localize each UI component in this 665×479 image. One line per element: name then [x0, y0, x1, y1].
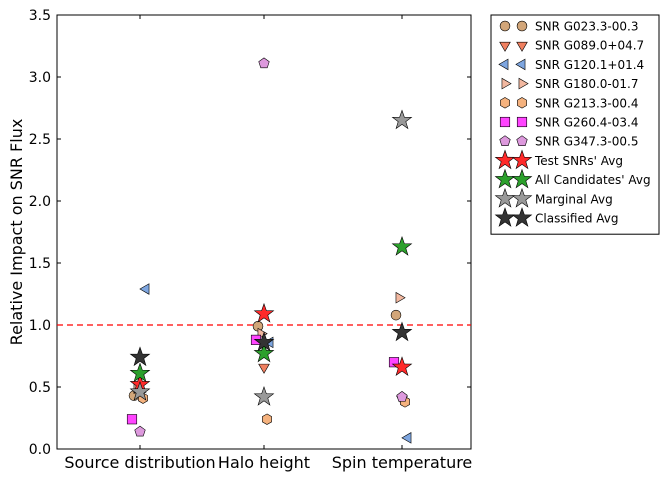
plot-frame: [56, 14, 472, 450]
x-category-label: Spin temperature: [332, 453, 473, 472]
data-point: [129, 346, 151, 367]
legend-marker: [498, 58, 509, 71]
legend-marker: [516, 135, 528, 146]
data-point: [253, 386, 275, 406]
legend-marker: [518, 77, 529, 90]
legend-marker: [500, 97, 510, 109]
y-tick-label: 2.5: [29, 132, 51, 148]
legend-marker: [499, 135, 511, 146]
data-point: [134, 425, 146, 437]
x-category-label: Halo height: [218, 453, 310, 472]
y-tick-label: 3.0: [29, 70, 51, 86]
data-point: [391, 321, 413, 342]
y-axis-label: Relative Impact on SNR Flux: [7, 119, 26, 346]
legend-label: SNR G347.3-00.5: [535, 135, 638, 149]
legend-marker: [499, 41, 511, 52]
data-point: [129, 362, 151, 383]
legend: SNR G023.3-00.3 SNR G089.0+04.7 SNR G120.1…: [490, 14, 660, 235]
y-tick-label: 2.0: [29, 194, 51, 210]
legend-label: SNR G260.4-03.4: [535, 116, 638, 130]
legend-label: Classified Avg: [535, 212, 619, 226]
data-point: [401, 432, 412, 444]
legend-marker: [501, 77, 512, 90]
legend-label: SNR G213.3-00.4: [535, 96, 638, 110]
legend-marker: [499, 20, 511, 32]
legend-marker: [511, 187, 533, 208]
legend-marker: [516, 20, 528, 32]
plot-area: 0.0 0.5 1.0 1.5 2.0 2.5 3.0 3.5 Source distribut…: [29, 8, 473, 472]
x-category-label: Source distribution: [64, 453, 215, 472]
y-tick-label: 0.5: [29, 380, 51, 396]
legend-label: SNR G180.0-01.7: [535, 77, 638, 91]
legend-marker: [511, 207, 533, 227]
data-point: [390, 309, 402, 321]
data-point: [391, 356, 413, 376]
legend-label: All Candidates' Avg: [535, 173, 651, 187]
data-point: [253, 342, 275, 363]
data-point: [388, 357, 400, 368]
legend-marker: [515, 58, 526, 71]
legend-marker: [517, 97, 527, 109]
data-point: [262, 413, 272, 425]
data-point: [126, 414, 138, 425]
data-point: [391, 109, 413, 130]
y-tick-label: 1.0: [29, 318, 51, 334]
data-point: [129, 381, 151, 401]
legend-label: Test SNRs' Avg: [534, 154, 623, 168]
legend-label: Marginal Avg: [535, 192, 613, 206]
legend-marker: [516, 116, 528, 128]
legend-label: SNR G120.1+01.4: [535, 58, 644, 72]
data-point: [258, 363, 270, 374]
y-tick-label: 1.5: [29, 256, 51, 272]
data-point: [396, 391, 408, 402]
y-tick-label: 0.0: [29, 442, 51, 458]
data-point: [139, 283, 150, 295]
legend-marker: [511, 149, 533, 170]
y-tick-label: 3.5: [29, 8, 51, 24]
legend-label: SNR G089.0+04.7: [535, 39, 644, 53]
data-point: [253, 302, 275, 323]
data-point: [253, 331, 275, 352]
data-point: [258, 57, 270, 69]
legend-marker: [516, 41, 528, 52]
legend-label: SNR G023.3-00.3: [535, 20, 638, 34]
data-point: [391, 235, 413, 256]
data-point: [395, 291, 406, 304]
legend-marker: [499, 116, 511, 128]
legend-marker: [511, 168, 533, 189]
